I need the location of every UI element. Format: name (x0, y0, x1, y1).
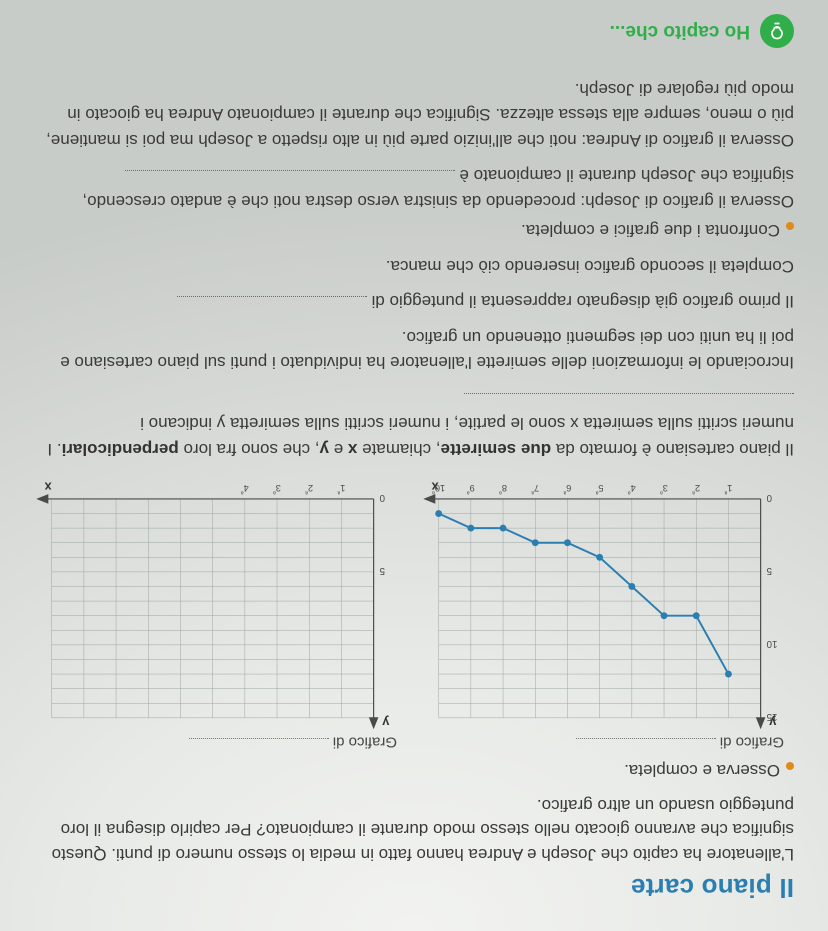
observe-prompt: Osserva e completa. (624, 760, 780, 780)
svg-text:0: 0 (379, 492, 385, 503)
paragraph-3: Il primo grafico già disegnato rappresen… (34, 289, 794, 315)
p1-b: due semirette (441, 440, 552, 459)
p3-a: Il primo grafico già disegnato rappresen… (367, 292, 794, 311)
paragraph-2: Incrociando le informazioni delle semire… (34, 324, 794, 375)
svg-text:0: 0 (766, 492, 772, 503)
left-chart-line (439, 513, 729, 674)
footer-text: Ho capito che... (610, 20, 750, 42)
right-chart-title-blank[interactable] (189, 738, 329, 753)
svg-text:5: 5 (379, 565, 385, 576)
p1-f: y (320, 440, 329, 459)
right-x-axis-label: x (45, 479, 52, 494)
svg-text:7ª: 7ª (531, 483, 539, 494)
svg-text:2ª: 2ª (305, 483, 313, 494)
p3-blank[interactable] (177, 296, 367, 313)
bullet-dot-icon (786, 762, 794, 770)
p1-d: x (348, 440, 357, 459)
p1-h: perpendicolari (62, 440, 179, 459)
svg-text:4ª: 4ª (628, 483, 636, 494)
lightbulb-icon (760, 14, 794, 48)
left-chart-title-prefix: Grafico di (720, 734, 784, 751)
bullet-dot-icon (786, 222, 794, 230)
svg-text:5: 5 (766, 565, 772, 576)
right-y-axis-label: y (381, 714, 389, 729)
svg-text:15: 15 (766, 710, 777, 721)
left-chart-block: Grafico di y x 051015 1ª2ª3ª4ª5ª6ª7ª8ª9ª… (421, 472, 794, 757)
svg-text:6ª: 6ª (563, 483, 571, 494)
right-chart-block: Grafico di y x 0 5 1ª 2ª 3ª 4ª (34, 472, 407, 757)
left-chart: y x 051015 1ª2ª3ª4ª5ª6ª7ª8ª9ª10ª (421, 472, 794, 732)
paragraph-1: Il piano cartesiano è formato da due sem… (34, 385, 794, 462)
intro-paragraph: L'allenatore ha capito che Joseph e Andr… (34, 792, 794, 866)
paragraph-5: Osserva il grafico di Joseph: procedendo… (34, 163, 794, 214)
svg-text:2ª: 2ª (692, 483, 700, 494)
svg-text:1ª: 1ª (724, 483, 732, 494)
p5-blank[interactable] (125, 170, 455, 187)
svg-text:4ª: 4ª (241, 483, 249, 494)
left-chart-title: Grafico di (421, 734, 784, 753)
paragraph-6: Osserva il grafico di Andrea: noti che a… (34, 76, 794, 153)
p1-blank[interactable] (464, 393, 794, 410)
right-chart-title: Grafico di (34, 734, 397, 753)
p1-a: Il piano cartesiano è formato da (551, 440, 794, 459)
footer: Ho capito che... (34, 14, 794, 48)
svg-text:3ª: 3ª (660, 483, 668, 494)
right-chart-title-prefix: Grafico di (333, 734, 397, 751)
right-chart[interactable]: y x 0 5 1ª 2ª 3ª 4ª (34, 472, 407, 732)
page-title: Il piano carte (34, 872, 794, 903)
svg-text:5ª: 5ª (595, 483, 603, 494)
svg-text:10: 10 (766, 638, 777, 649)
p1-g: , che sono fra loro (179, 440, 320, 459)
svg-text:3ª: 3ª (273, 483, 281, 494)
svg-text:1ª: 1ª (337, 483, 345, 494)
p1-e: e (329, 440, 348, 459)
paragraph-4: Completa il secondo grafico inserendo ci… (34, 253, 794, 279)
confront-prompt: Confronta i due grafici e completa. (521, 218, 780, 244)
svg-text:9ª: 9ª (467, 483, 475, 494)
svg-text:8ª: 8ª (499, 483, 507, 494)
left-chart-title-blank[interactable] (576, 738, 716, 753)
p1-c: , chiamate (357, 440, 440, 459)
